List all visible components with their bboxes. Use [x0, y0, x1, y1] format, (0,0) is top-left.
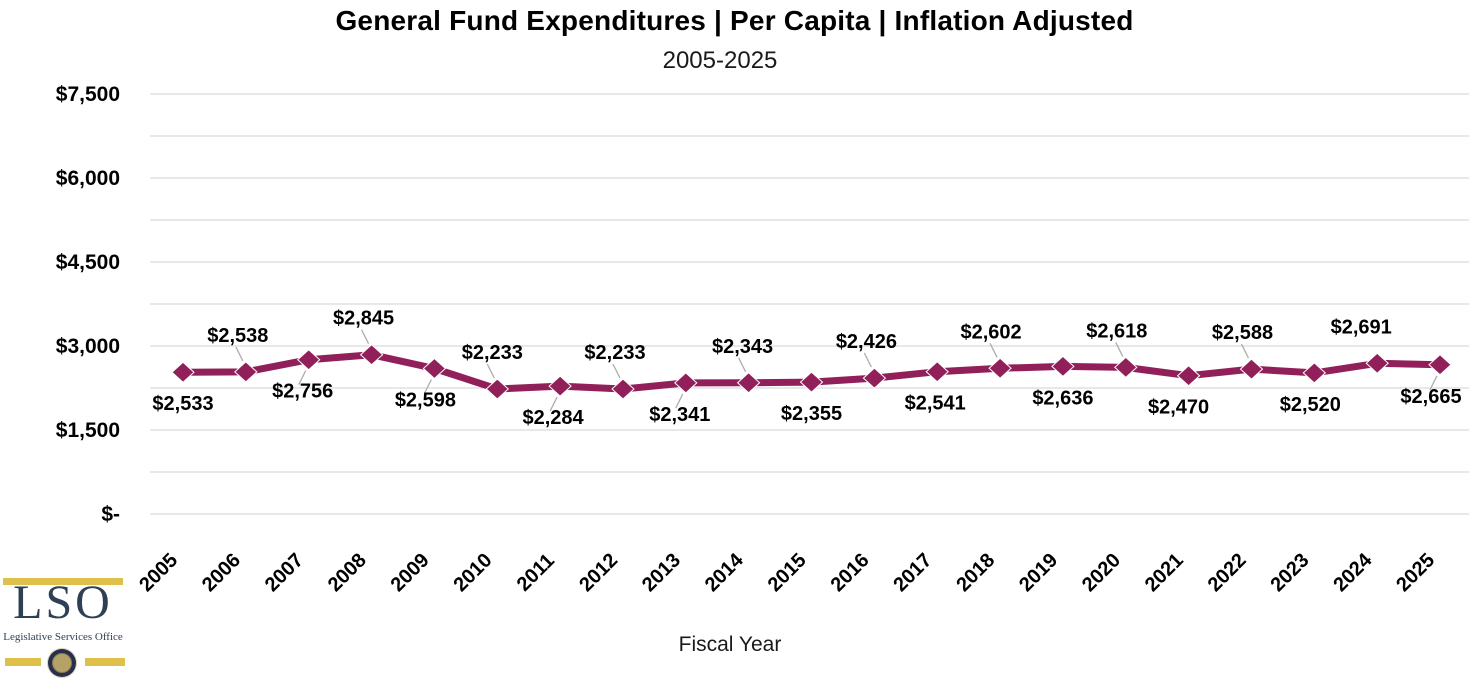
chart-subtitle: 2005-2025: [662, 47, 778, 74]
leader-line: [549, 396, 558, 412]
x-tick-label: 2007: [261, 549, 308, 596]
data-point-marker: [1365, 352, 1389, 374]
logo-acronym: LSO: [13, 576, 113, 629]
data-point-marker: [925, 361, 949, 383]
logo-bottom-bar-left: [5, 658, 41, 666]
data-label: $2,602: [961, 321, 1022, 343]
data-label: $2,845: [333, 308, 394, 330]
x-tick-label: 2025: [1392, 549, 1439, 596]
data-label: $2,691: [1331, 316, 1392, 338]
data-point-marker: [1114, 356, 1138, 379]
x-tick-label: 2013: [638, 549, 685, 596]
y-tick-label: $1,500: [56, 419, 120, 442]
x-tick-label: 2011: [513, 550, 559, 596]
logo-seal-inner: [52, 653, 72, 673]
chart-title: General Fund Expenditures | Per Capita |…: [335, 5, 1134, 36]
x-tick-label: 2008: [324, 549, 371, 596]
x-tick-label: 2014: [701, 549, 749, 597]
data-point-marker: [234, 361, 258, 383]
leader-line: [738, 357, 747, 373]
data-label: $2,426: [836, 331, 897, 353]
data-point-marker: [862, 367, 887, 389]
leader-line: [612, 363, 621, 379]
data-point-marker: [1302, 362, 1327, 384]
x-tick-label: 2024: [1329, 549, 1377, 597]
x-tick-label: 2015: [764, 549, 811, 596]
leader-line: [360, 329, 370, 344]
logo-bottom-bar-right: [85, 658, 125, 666]
data-label: $2,343: [712, 336, 773, 358]
logo-office-name: Legislative Services Office: [3, 631, 123, 643]
y-tick-label: $7,500: [56, 83, 120, 106]
x-tick-label: 2005: [135, 549, 182, 596]
data-label: $2,341: [649, 404, 710, 426]
leader-line: [989, 343, 998, 358]
leader-line: [863, 352, 872, 368]
data-label: $2,233: [584, 342, 645, 364]
data-label: $2,665: [1400, 386, 1461, 408]
y-tick-label: $4,500: [56, 251, 120, 274]
leader-line: [235, 346, 244, 362]
x-tick-label: 2006: [198, 549, 245, 596]
data-point-marker: [1176, 365, 1201, 387]
data-point-marker: [296, 349, 321, 371]
leader-line: [486, 363, 495, 379]
data-label: $2,470: [1148, 397, 1209, 419]
data-label: $2,284: [523, 407, 585, 429]
data-label: $2,538: [207, 325, 268, 347]
data-label: $2,636: [1032, 387, 1093, 409]
x-tick-label: 2021: [1141, 549, 1188, 596]
data-label: $2,533: [152, 393, 213, 415]
data-point-marker: [359, 344, 384, 366]
data-point-marker: [674, 372, 698, 394]
data-label: $2,588: [1212, 322, 1273, 344]
leader-line: [1429, 375, 1438, 391]
x-tick-label: 2009: [387, 549, 434, 596]
data-point-marker: [736, 372, 761, 394]
data-point-marker: [548, 375, 572, 397]
x-tick-label: 2010: [449, 549, 496, 596]
lso-logo: LSO Legislative Services Office: [3, 576, 125, 682]
x-tick-label: 2016: [827, 549, 874, 596]
data-label: $2,541: [905, 393, 966, 415]
data-point-marker: [1239, 358, 1264, 380]
data-label: $2,233: [462, 342, 523, 364]
leader-line: [675, 393, 684, 409]
leader-line: [1115, 342, 1124, 357]
data-point-marker: [171, 361, 195, 383]
x-axis-title: Fiscal Year: [678, 633, 782, 656]
data-point-marker: [611, 378, 635, 400]
y-tick-label: $3,000: [56, 335, 120, 358]
x-tick-label: 2017: [889, 549, 936, 596]
data-label: $2,618: [1086, 320, 1147, 342]
logo-seal-icon: [48, 649, 76, 677]
data-point-marker: [422, 357, 447, 380]
data-point-marker: [485, 378, 510, 400]
x-tick-label: 2018: [952, 549, 999, 596]
y-tick-label: $6,000: [56, 167, 120, 190]
x-tick-label: 2020: [1078, 549, 1125, 596]
x-tick-label: 2022: [1204, 549, 1251, 596]
data-label: $2,598: [395, 390, 456, 412]
data-label: $2,520: [1280, 394, 1341, 416]
x-tick-label: 2023: [1266, 549, 1313, 596]
leader-line: [298, 370, 307, 385]
data-point-marker: [799, 371, 824, 393]
data-point-marker: [1051, 355, 1075, 378]
data-label: $2,756: [272, 381, 333, 403]
leader-line: [1240, 343, 1250, 359]
y-tick-label: $-: [101, 503, 120, 526]
logo-bottom-bars: [3, 658, 125, 667]
data-point-marker: [988, 357, 1012, 379]
x-tick-label: 2012: [575, 549, 622, 596]
leader-line: [423, 379, 432, 394]
data-point-marker: [1428, 354, 1452, 376]
logo-top-bar: [3, 578, 123, 585]
x-tick-label: 2019: [1015, 549, 1062, 596]
data-label: $2,355: [781, 403, 842, 425]
